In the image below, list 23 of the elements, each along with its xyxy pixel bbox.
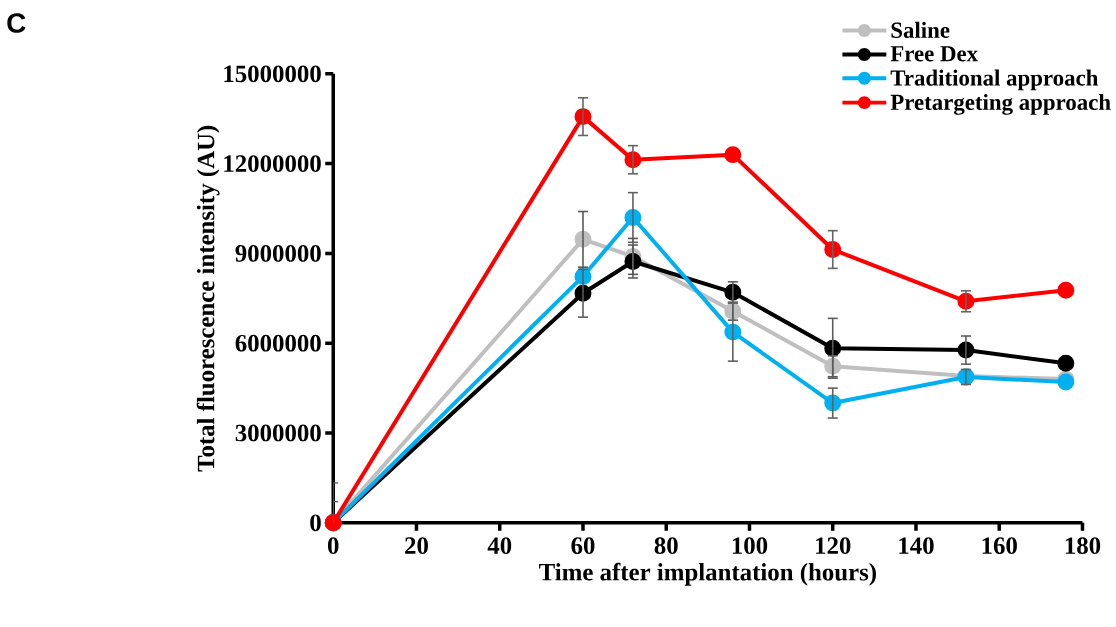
x-tick-label: 140	[899, 537, 934, 555]
y-axis-title: Total fluorescence intensity (AU)	[196, 126, 220, 472]
x-tick-label: 120	[816, 537, 851, 555]
x-tick-label: 0	[327, 537, 339, 555]
x-axis-title: Time after implantation (hours)	[539, 563, 876, 586]
x-tick-label: 40	[487, 537, 512, 555]
y-tick-label: 3000000	[235, 424, 321, 442]
x-tick-label: 160	[982, 537, 1017, 555]
x-tick-label: 20	[405, 537, 428, 555]
y-tick-label: 12000000	[224, 155, 321, 173]
legend-label: Pretargeting approach	[890, 94, 1111, 116]
x-tick-label: 100	[732, 537, 768, 555]
text: C	[7, 13, 26, 34]
x-tick-label: 60	[571, 537, 595, 555]
y-tick-label: 15000000	[224, 65, 321, 83]
legend-label: Free Dex	[890, 46, 978, 62]
y-tick-label: 9000000	[235, 245, 321, 263]
x-tick-label: 80	[654, 537, 678, 555]
legend-label: Saline	[891, 22, 950, 39]
y-tick-label: 0	[310, 514, 321, 532]
legend-label: Traditional approach	[890, 69, 1099, 91]
x-tick-label: 180	[1065, 537, 1101, 555]
y-tick-label: 6000000	[235, 335, 321, 352]
